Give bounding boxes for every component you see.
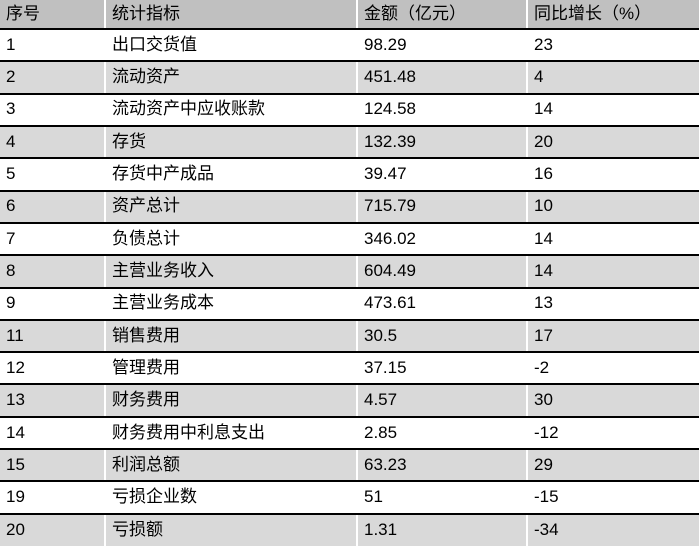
cell-amt: 30.5 — [357, 318, 528, 354]
cell-ind: 出口交货值 — [105, 27, 358, 63]
table-row: 12 管理费用 37.15 -2 — [0, 351, 699, 386]
cell-seq: 14 — [0, 415, 106, 451]
cell-seq: 15 — [0, 448, 106, 483]
cell-amt: 604.49 — [357, 254, 528, 289]
cell-seq: 1 — [0, 27, 106, 63]
cell-amt: 63.23 — [357, 448, 528, 483]
cell-amt: 39.47 — [357, 157, 528, 192]
cell-ind: 流动资产 — [105, 60, 358, 95]
cell-amt: 451.48 — [357, 60, 528, 95]
cell-yoy: 4 — [527, 60, 699, 95]
table-row: 3 流动资产中应收账款 124.58 14 — [0, 92, 699, 127]
cell-ind: 流动资产中应收账款 — [105, 92, 358, 127]
cell-ind: 亏损额 — [105, 512, 358, 546]
cell-amt: 1.31 — [357, 512, 528, 546]
cell-amt: 346.02 — [357, 221, 528, 257]
table-row: 5 存货中产成品 39.47 16 — [0, 157, 699, 192]
cell-yoy: -12 — [527, 415, 699, 451]
table-row: 11 销售费用 30.5 17 — [0, 318, 699, 354]
cell-yoy: 16 — [527, 157, 699, 192]
cell-yoy: 13 — [527, 286, 699, 321]
table-row: 14 财务费用中利息支出 2.85 -12 — [0, 415, 699, 451]
cell-ind: 销售费用 — [105, 318, 358, 354]
cell-amt: 4.57 — [357, 383, 528, 418]
cell-ind: 负债总计 — [105, 221, 358, 257]
cell-seq: 11 — [0, 318, 106, 354]
cell-ind: 存货 — [105, 124, 358, 160]
cell-amt: 124.58 — [357, 92, 528, 127]
cell-seq: 9 — [0, 286, 106, 321]
cell-seq: 6 — [0, 189, 106, 224]
cell-amt: 132.39 — [357, 124, 528, 160]
cell-amt: 98.29 — [357, 27, 528, 63]
cell-yoy: 14 — [527, 92, 699, 127]
cell-ind: 资产总计 — [105, 189, 358, 224]
cell-yoy: 14 — [527, 254, 699, 289]
cell-amt: 715.79 — [357, 189, 528, 224]
cell-yoy: -2 — [527, 351, 699, 386]
table-body: 1 出口交货值 98.29 23 2 流动资产 451.48 4 3 流动资产中应收账款 124.5… — [0, 27, 699, 546]
cell-seq: 20 — [0, 512, 106, 546]
cell-yoy: 30 — [527, 383, 699, 418]
table-header: 序号 统计指标 金额（亿元） 同比增长（%） — [0, 0, 699, 30]
cell-yoy: -34 — [527, 512, 699, 546]
cell-yoy: 14 — [527, 221, 699, 257]
cell-seq: 19 — [0, 480, 106, 515]
cell-seq: 5 — [0, 157, 106, 192]
cell-ind: 主营业务收入 — [105, 254, 358, 289]
cell-amt: 51 — [357, 480, 528, 515]
cell-ind: 存货中产成品 — [105, 157, 358, 192]
table-row: 15 利润总额 63.23 29 — [0, 448, 699, 483]
column-header-yoy-growth: 同比增长（%） — [527, 0, 699, 30]
table-row: 19 亏损企业数 51 -15 — [0, 480, 699, 515]
column-header-seq: 序号 — [0, 0, 106, 30]
cell-amt: 2.85 — [357, 415, 528, 451]
cell-ind: 财务费用中利息支出 — [105, 415, 358, 451]
table-header-row: 序号 统计指标 金额（亿元） 同比增长（%） — [0, 0, 699, 30]
cell-yoy: 23 — [527, 27, 699, 63]
cell-seq: 13 — [0, 383, 106, 418]
table-row: 7 负债总计 346.02 14 — [0, 221, 699, 257]
table-row: 2 流动资产 451.48 4 — [0, 60, 699, 95]
cell-ind: 亏损企业数 — [105, 480, 358, 515]
cell-yoy: 20 — [527, 124, 699, 160]
cell-yoy: 29 — [527, 448, 699, 483]
cell-seq: 7 — [0, 221, 106, 257]
cell-seq: 2 — [0, 60, 106, 95]
table-row: 8 主营业务收入 604.49 14 — [0, 254, 699, 289]
cell-yoy: 17 — [527, 318, 699, 354]
table-row: 4 存货 132.39 20 — [0, 124, 699, 160]
table-row: 6 资产总计 715.79 10 — [0, 189, 699, 224]
cell-seq: 4 — [0, 124, 106, 160]
cell-seq: 8 — [0, 254, 106, 289]
cell-yoy: 10 — [527, 189, 699, 224]
column-header-indicator: 统计指标 — [105, 0, 358, 30]
cell-ind: 主营业务成本 — [105, 286, 358, 321]
table-row: 13 财务费用 4.57 30 — [0, 383, 699, 418]
cell-ind: 利润总额 — [105, 448, 358, 483]
cell-seq: 3 — [0, 92, 106, 127]
table-row: 1 出口交货值 98.29 23 — [0, 27, 699, 63]
cell-amt: 473.61 — [357, 286, 528, 321]
column-header-amount: 金额（亿元） — [357, 0, 528, 30]
table-row: 9 主营业务成本 473.61 13 — [0, 286, 699, 321]
cell-amt: 37.15 — [357, 351, 528, 386]
cell-yoy: -15 — [527, 480, 699, 515]
cell-ind: 管理费用 — [105, 351, 358, 386]
cell-seq: 12 — [0, 351, 106, 386]
cell-ind: 财务费用 — [105, 383, 358, 418]
table-row: 20 亏损额 1.31 -34 — [0, 512, 699, 546]
